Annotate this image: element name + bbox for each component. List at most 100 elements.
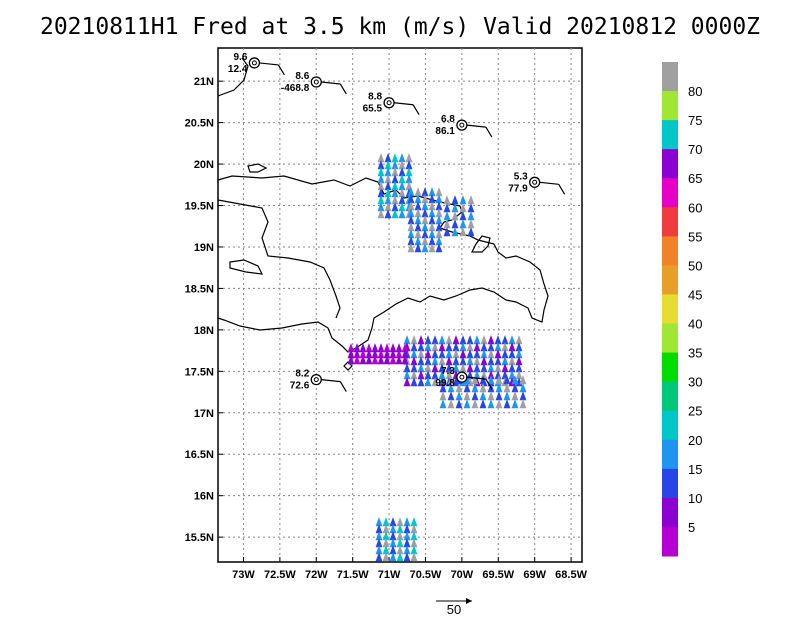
colorbar-label: 15	[688, 462, 702, 477]
wind-barb-flag	[277, 64, 285, 76]
storm-symbol-icon	[248, 57, 261, 69]
reference-arrow-head	[466, 598, 472, 604]
station-value-top: 8.8	[368, 92, 382, 103]
wind-barb-flag	[485, 378, 493, 390]
coastline	[471, 235, 491, 253]
wind-barb	[321, 81, 341, 85]
station: 9.612.4	[228, 52, 285, 76]
wind-arrow	[435, 243, 443, 253]
colorbar-segment	[662, 439, 678, 470]
wind-arrow	[389, 552, 397, 562]
wind-arrow	[353, 355, 361, 365]
map-frame: 73W 72.5W 72W 71.5W 71W 70.5W 70W 69.5W 69W 68.5W…	[185, 47, 588, 581]
colorbar: 80 75 70 65 60 55 50 45 40 35 30 25 20 15 10 5	[662, 62, 702, 557]
colorbar-label: 65	[688, 171, 702, 186]
colorbar-segment	[662, 149, 678, 179]
station-value-bottom: 86.1	[435, 126, 455, 137]
stations: 9.612.48.6-468.88.865.56.886.15.377.98.2…	[228, 52, 566, 392]
lon-tick-label: 71.5W	[337, 569, 369, 581]
colorbar-segment	[662, 352, 678, 383]
wind-barb-flag	[558, 183, 566, 195]
coastline	[217, 199, 341, 319]
station: 8.272.6	[290, 369, 347, 392]
wind-arrow	[403, 552, 411, 562]
colorbar-segment	[662, 120, 678, 150]
lon-tick-label: 73W	[232, 569, 255, 581]
colorbar-segment	[662, 294, 678, 325]
colorbar-segment	[662, 62, 678, 92]
wind-arrow	[459, 227, 467, 237]
wind-arrow	[347, 355, 355, 365]
colorbar-segment	[662, 526, 678, 557]
wind-arrow	[463, 399, 471, 409]
wind-arrow	[359, 355, 367, 365]
lat-tick-label: 16N	[194, 491, 214, 503]
wind-barb-flag	[412, 104, 420, 116]
lat-tick-label: 15.5N	[185, 532, 214, 544]
wind-arrow	[495, 399, 503, 409]
colorbar-segment	[662, 381, 678, 412]
station: 6.886.1	[435, 114, 493, 138]
wind-barb	[466, 376, 486, 380]
wind-arrow	[371, 355, 379, 365]
lat-tick-label: 20N	[194, 159, 214, 171]
station-value-top: 8.2	[295, 369, 309, 380]
station-value-top: 7.3	[441, 366, 455, 377]
wind-barb	[259, 62, 279, 66]
colorbar-segment	[662, 91, 678, 121]
storm-symbol-icon	[529, 176, 541, 188]
colorbar-label: 5	[688, 520, 695, 535]
lon-tick-label: 68.5W	[555, 569, 587, 581]
coastline	[343, 361, 353, 371]
wind-arrow	[417, 377, 425, 387]
colorbar-label: 60	[688, 200, 702, 215]
storm-symbol-core	[459, 374, 465, 380]
wind-arrow	[401, 355, 409, 365]
station-value-top: 5.3	[514, 171, 528, 182]
station-value-bottom: 77.9	[508, 183, 528, 194]
colorbar-segment	[662, 207, 678, 237]
wind-arrow	[511, 399, 519, 409]
wind-arrow	[414, 243, 422, 253]
wind-arrow	[410, 552, 418, 562]
wind-arrow	[365, 355, 373, 365]
station: 8.865.5	[363, 92, 420, 116]
wind-barb	[321, 379, 341, 383]
lon-tick-label: 72W	[305, 569, 328, 581]
colorbar-label: 25	[688, 404, 702, 419]
storm-symbol-icon	[456, 119, 468, 131]
map-frame-border	[217, 47, 583, 563]
colorbar-label: 40	[688, 317, 702, 332]
station-value-top: 8.6	[295, 71, 309, 82]
station-value-top: 6.8	[441, 114, 455, 125]
wind-arrow	[377, 355, 385, 365]
storm-symbol-core	[532, 179, 538, 185]
lat-tick-label: 20.5N	[185, 118, 214, 130]
colorbar-label: 55	[688, 229, 702, 244]
lon-tick-label: 69.5W	[482, 569, 514, 581]
lat-tick-label: 18N	[194, 325, 214, 337]
colorbar-label: 30	[688, 375, 702, 390]
lon-tick-label: 69W	[523, 569, 546, 581]
wind-arrow	[428, 243, 436, 253]
wind-arrow	[439, 399, 447, 409]
lon-tick-label: 70.5W	[410, 569, 442, 581]
wind-arrow	[375, 552, 383, 562]
wind-barb-flag	[339, 83, 347, 95]
lat-tick-label: 17N	[194, 408, 214, 420]
wind-arrow	[407, 243, 415, 253]
wind-barb	[394, 102, 414, 106]
station-value-bottom: 99.8	[435, 378, 455, 389]
wind-arrow	[467, 227, 475, 237]
wind-arrow	[391, 209, 399, 219]
storm-symbol-core	[313, 79, 319, 85]
colorbar-label: 20	[688, 433, 702, 448]
lat-tick-label: 19N	[194, 242, 214, 254]
wind-arrow	[519, 399, 527, 409]
wind-arrow	[389, 355, 397, 365]
storm-symbol-core	[386, 100, 392, 106]
storm-symbol-icon	[310, 373, 322, 386]
station: 7.399.8	[435, 366, 493, 390]
storm-symbol-icon	[383, 97, 395, 109]
storm-symbol-core	[251, 60, 257, 66]
